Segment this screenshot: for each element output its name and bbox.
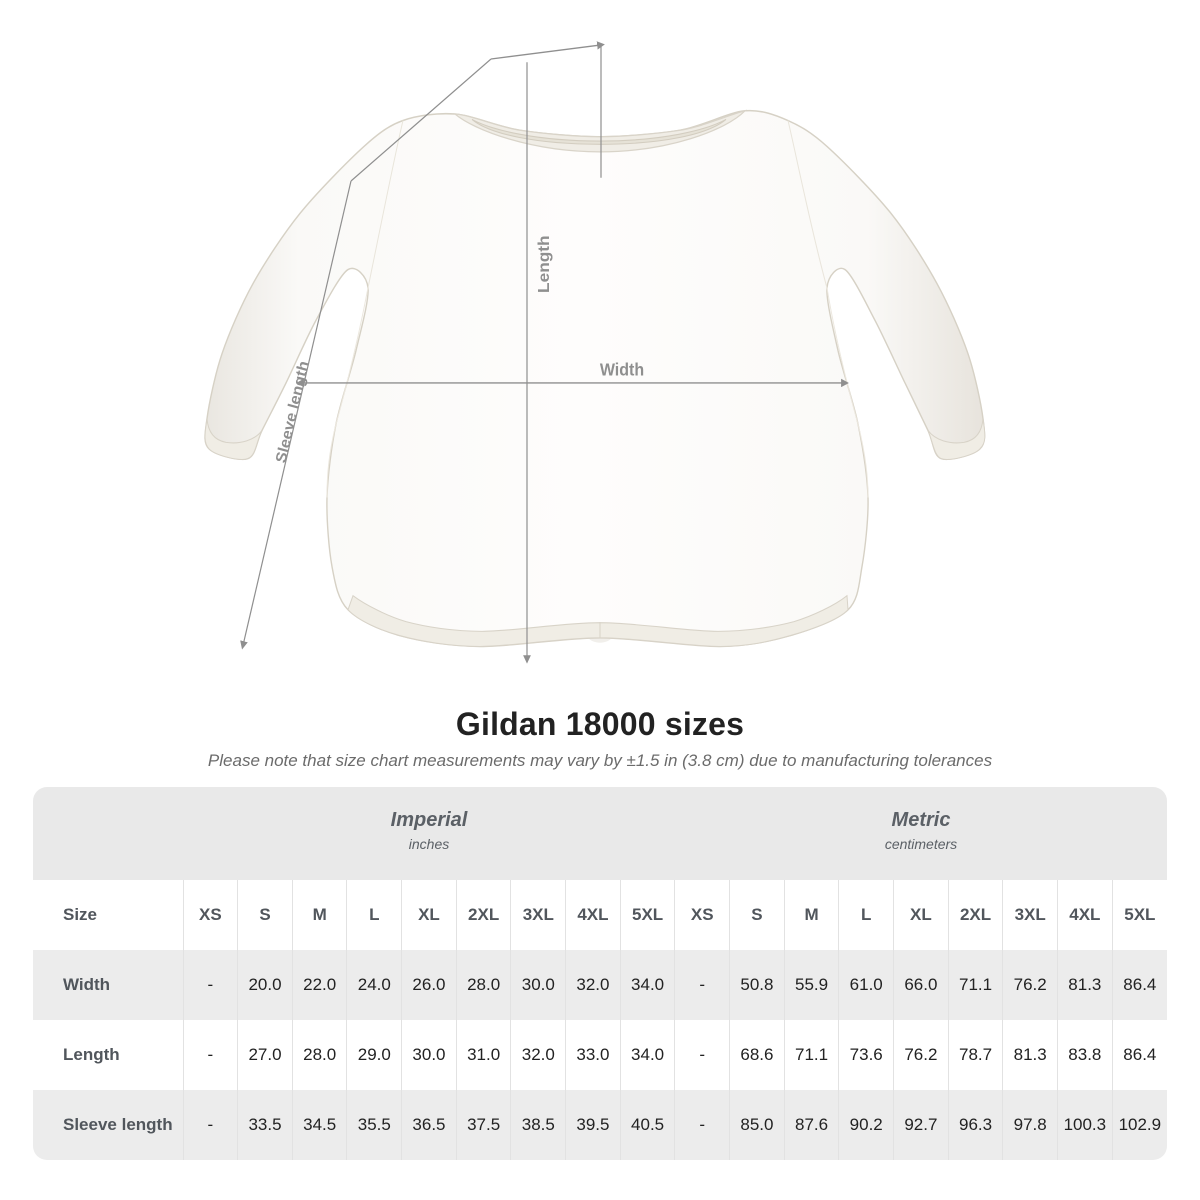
svg-text:Length: Length	[535, 235, 553, 293]
svg-text:Width: Width	[600, 360, 644, 380]
